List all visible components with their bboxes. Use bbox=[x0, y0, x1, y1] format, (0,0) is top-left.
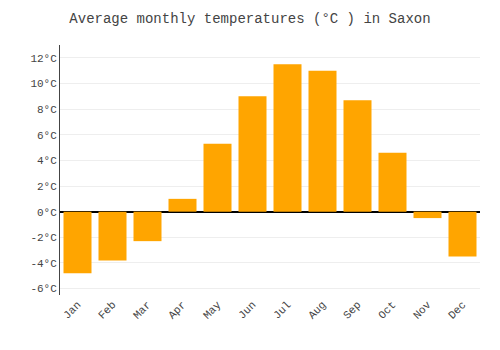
svg-text:0°C: 0°C bbox=[37, 207, 57, 219]
svg-text:4°C: 4°C bbox=[37, 155, 57, 167]
svg-text:Mar: Mar bbox=[131, 299, 153, 321]
svg-text:Average monthly temperatures (: Average monthly temperatures (°C ) in Sa… bbox=[69, 11, 430, 27]
svg-text:8°C: 8°C bbox=[37, 104, 57, 116]
svg-text:-6°C: -6°C bbox=[30, 283, 57, 295]
svg-text:2°C: 2°C bbox=[37, 181, 57, 193]
svg-text:Jan: Jan bbox=[61, 299, 83, 321]
svg-text:Nov: Nov bbox=[411, 299, 434, 322]
svg-text:6°C: 6°C bbox=[37, 130, 57, 142]
svg-text:Dec: Dec bbox=[446, 299, 468, 321]
svg-text:-2°C: -2°C bbox=[30, 232, 57, 244]
svg-text:-4°C: -4°C bbox=[30, 258, 57, 270]
svg-text:Sep: Sep bbox=[341, 299, 363, 321]
svg-text:May: May bbox=[201, 299, 224, 322]
svg-text:12°C: 12°C bbox=[30, 53, 57, 65]
svg-text:Apr: Apr bbox=[166, 299, 188, 321]
svg-text:Oct: Oct bbox=[376, 299, 398, 321]
svg-text:Jun: Jun bbox=[236, 299, 258, 321]
svg-text:Aug: Aug bbox=[306, 299, 328, 321]
svg-text:Feb: Feb bbox=[96, 299, 118, 321]
svg-text:10°C: 10°C bbox=[30, 78, 57, 90]
svg-text:Jul: Jul bbox=[271, 299, 293, 321]
